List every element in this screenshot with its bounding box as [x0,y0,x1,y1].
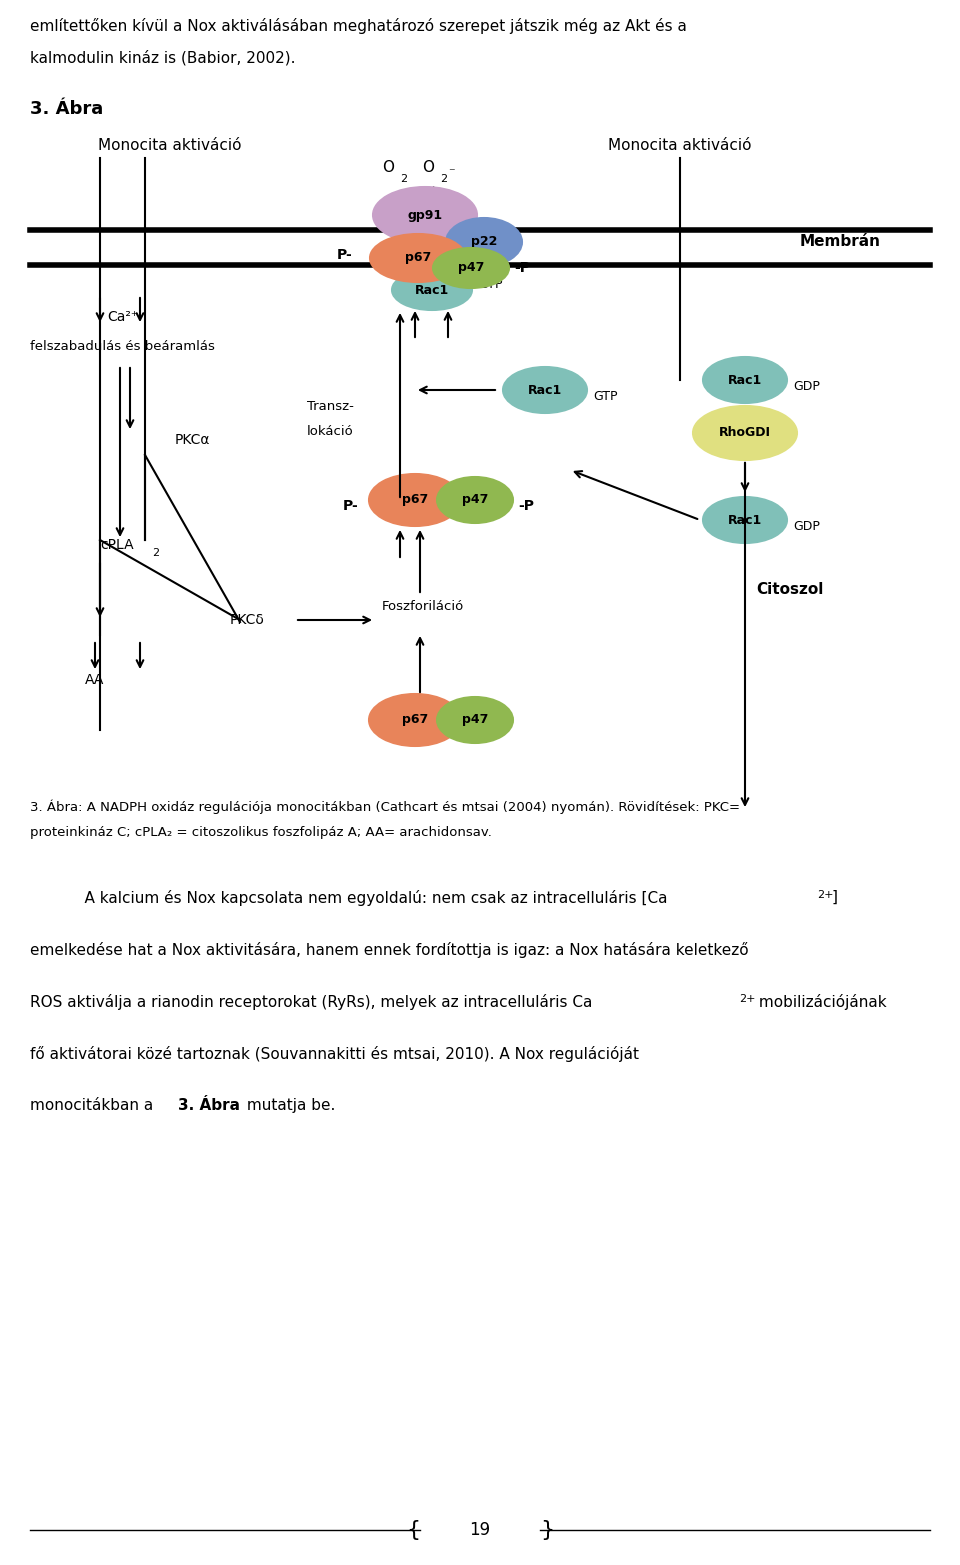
Text: p67: p67 [402,714,428,726]
Text: fő aktivátorai közé tartoznak (Souvannakitti és mtsai, 2010). A Nox regulációját: fő aktivátorai közé tartoznak (Souvannak… [30,1045,639,1063]
Text: 2: 2 [400,174,407,185]
Ellipse shape [373,186,477,243]
Text: 2+: 2+ [739,994,756,1005]
Text: Rac1: Rac1 [528,383,563,396]
Text: ⁻: ⁻ [448,166,455,178]
Text: Rac1: Rac1 [728,513,762,526]
Ellipse shape [703,498,787,543]
Ellipse shape [446,218,522,266]
Text: Membrán: Membrán [800,233,880,249]
Text: {: { [406,1520,420,1540]
Text: kalmodulin kináz is (Babior, 2002).: kalmodulin kináz is (Babior, 2002). [30,50,296,66]
Text: }: } [540,1520,554,1540]
Text: Rac1: Rac1 [728,374,762,387]
Text: p47: p47 [462,714,489,726]
Text: 3. Ábra: 3. Ábra [30,100,104,117]
Text: 3. Ábra: A NADPH oxidáz regulációja monocitákban (Cathcart és mtsai (2004) nyomá: 3. Ábra: A NADPH oxidáz regulációja mono… [30,800,740,814]
Text: p67: p67 [402,493,428,507]
Text: AA: AA [85,673,105,687]
Text: GDP: GDP [793,520,820,532]
Text: -P: -P [518,499,534,513]
Text: emelkedése hat a Nox aktivitására, hanem ennek fordítottja is igaz: a Nox hatásá: emelkedése hat a Nox aktivitására, hanem… [30,942,749,958]
Ellipse shape [693,405,797,460]
Text: GTP: GTP [478,279,502,291]
Text: GDP: GDP [793,379,820,393]
Text: lokáció: lokáció [306,426,353,438]
Text: 19: 19 [469,1521,491,1538]
Ellipse shape [703,357,787,404]
Text: 2: 2 [440,174,447,185]
Text: -P: -P [514,261,530,275]
Text: O: O [382,160,394,175]
Ellipse shape [392,271,472,310]
Ellipse shape [369,474,461,526]
Ellipse shape [370,235,466,282]
Text: Rac1: Rac1 [415,283,449,296]
Ellipse shape [369,693,461,747]
Text: Transz-: Transz- [306,401,353,413]
Text: említettőken kívül a Nox aktiválásában meghatározó szerepet játszik még az Akt é: említettőken kívül a Nox aktiválásában m… [30,19,686,34]
Ellipse shape [433,247,509,288]
Text: GTP: GTP [593,390,617,402]
Text: p67: p67 [405,252,431,264]
Text: P-: P- [336,247,352,261]
Text: Ca²⁺: Ca²⁺ [107,310,138,324]
Text: 3. Ábra: 3. Ábra [178,1099,240,1113]
Text: 2: 2 [152,548,159,559]
Text: Citoszol: Citoszol [756,582,824,598]
Text: A kalcium és Nox kapcsolata nem egyoldalú: nem csak az intracelluláris [Ca: A kalcium és Nox kapcsolata nem egyoldal… [65,890,667,906]
Text: P-: P- [344,499,359,513]
Text: PKCδ: PKCδ [230,613,265,628]
Text: ROS aktiválja a rianodin receptorokat (RyRs), melyek az intracelluláris Ca: ROS aktiválja a rianodin receptorokat (R… [30,994,592,1009]
Ellipse shape [503,368,587,413]
Ellipse shape [437,696,513,743]
Text: Foszforiláció: Foszforiláció [382,599,465,613]
Text: Monocita aktiváció: Monocita aktiváció [609,138,752,153]
Text: ]: ] [832,890,838,905]
Text: gp91: gp91 [407,208,443,222]
Text: proteinkináz C; cPLA₂ = citoszolikus foszfolipáz A; AA= arachidonsav.: proteinkináz C; cPLA₂ = citoszolikus fos… [30,826,492,839]
Text: monocitákban a: monocitákban a [30,1099,158,1113]
Text: p47: p47 [462,493,489,507]
Text: O: O [422,160,434,175]
Text: 2+: 2+ [817,890,833,900]
Text: felszabadulás és beáramlás: felszabadulás és beáramlás [30,340,215,354]
Text: RhoGDI: RhoGDI [719,427,771,440]
Text: mobilizációjának: mobilizációjának [754,994,887,1009]
Text: mutatja be.: mutatja be. [242,1099,335,1113]
Text: cPLA: cPLA [100,538,133,552]
Ellipse shape [437,477,513,523]
Text: p22: p22 [470,235,497,249]
Text: PKCα: PKCα [175,434,210,448]
Text: p47: p47 [458,261,484,274]
Text: Monocita aktiváció: Monocita aktiváció [98,138,242,153]
